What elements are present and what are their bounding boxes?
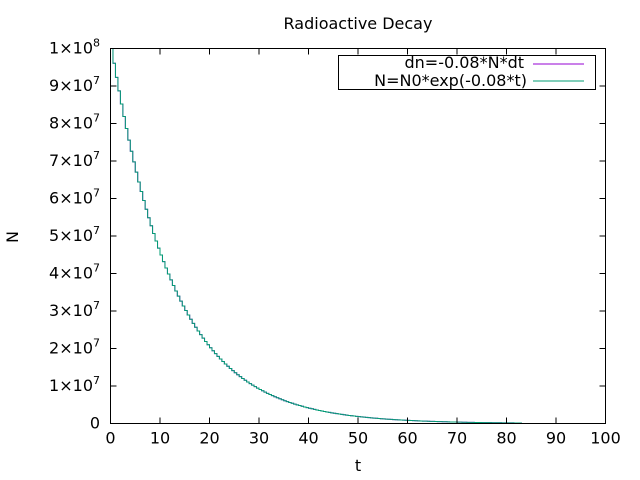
y-tick-label: 1×108 <box>49 37 100 58</box>
chart-title: Radioactive Decay <box>284 14 433 33</box>
y-tick-label: 2×107 <box>49 337 100 358</box>
y-tick-label: 4×107 <box>49 262 100 283</box>
x-tick-label: 40 <box>298 429 318 448</box>
y-tick-label: 1×107 <box>49 374 100 395</box>
x-tick-label: 30 <box>249 429 269 448</box>
y-tick-label: 9×107 <box>49 74 100 95</box>
x-tick-label: 80 <box>496 429 516 448</box>
y-tick-label: 6×107 <box>49 187 100 208</box>
y-tick-label: 0 <box>90 414 100 433</box>
x-tick-label: 20 <box>199 429 219 448</box>
x-tick-label: 50 <box>348 429 368 448</box>
series-line-2 <box>110 48 522 424</box>
y-tick-label: 3×107 <box>49 299 100 320</box>
y-tick-label: 5×107 <box>49 224 100 245</box>
plot-area <box>110 48 522 424</box>
x-tick-label: 10 <box>150 429 170 448</box>
x-tick-label: 60 <box>397 429 417 448</box>
y-axis-label: N <box>3 231 22 243</box>
legend-box <box>338 55 596 90</box>
axis-ticks <box>110 48 606 424</box>
x-tick-label: 0 <box>105 429 115 448</box>
x-tick-labels: 0 10 20 30 40 50 60 70 80 90 100 <box>105 429 620 448</box>
legend-label-series-1: dn=-0.08*N*dt <box>405 53 525 72</box>
x-tick-label: 90 <box>546 429 566 448</box>
y-tick-label: 7×107 <box>49 149 100 170</box>
plot-frame <box>110 48 606 424</box>
x-tick-label: 70 <box>447 429 467 448</box>
y-tick-labels: 0 1×107 2×107 3×107 4×107 5×107 6×107 7×107 8×10… <box>49 37 100 433</box>
x-axis-label: t <box>355 456 361 475</box>
x-tick-label: 100 <box>590 429 621 448</box>
series-line-1 <box>110 48 522 424</box>
legend: dn=-0.08*N*dt N=N0*exp(-0.08*t) <box>338 53 596 90</box>
y-tick-label: 8×107 <box>49 112 100 133</box>
legend-label-series-2: N=N0*exp(-0.08*t) <box>374 71 527 90</box>
